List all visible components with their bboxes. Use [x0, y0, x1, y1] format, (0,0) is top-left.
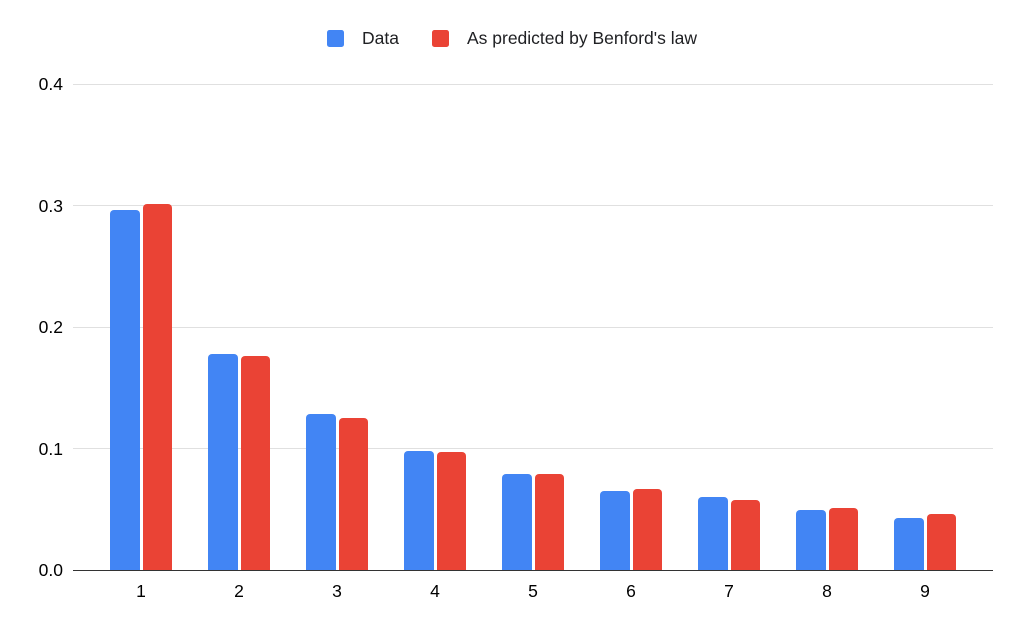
- chart-legend: Data As predicted by Benford's law: [0, 29, 1024, 47]
- bar-data-digit-1[interactable]: [110, 210, 140, 570]
- legend-label-benford-series: As predicted by Benford's law: [466, 28, 697, 48]
- gridline-0.4: [73, 83, 993, 85]
- y-axis-tick-label-0.4: 0.4: [38, 74, 63, 94]
- x-axis-label-2: 2: [234, 581, 244, 601]
- gridline-0.1: [73, 448, 993, 449]
- gridline-0.3: [73, 205, 993, 206]
- x-axis-label-3: 3: [332, 581, 342, 601]
- x-axis-label-8: 8: [822, 581, 832, 601]
- x-axis-label-9: 9: [920, 581, 930, 601]
- legend-swatch-benford-series: [431, 29, 449, 47]
- bar-data-digit-9[interactable]: [894, 517, 924, 570]
- bar-benford-digit-1[interactable]: [142, 204, 172, 570]
- y-axis-tick-label-0.1: 0.1: [38, 438, 63, 459]
- bar-data-digit-8[interactable]: [796, 510, 826, 570]
- x-axis-label-6: 6: [626, 581, 636, 601]
- y-axis-tick-label-0.2: 0.2: [38, 317, 63, 337]
- bar-benford-digit-4[interactable]: [436, 452, 466, 570]
- bar-data-digit-2[interactable]: [208, 353, 238, 570]
- x-axis-label-7: 7: [724, 581, 734, 601]
- bar-benford-digit-2[interactable]: [240, 356, 270, 570]
- legend-label-data-series: Data: [362, 28, 399, 48]
- legend-item-data-series: Data: [327, 29, 399, 47]
- bar-benford-digit-3[interactable]: [338, 418, 368, 570]
- bar-benford-digit-6[interactable]: [632, 488, 662, 570]
- x-axis-label-5: 5: [528, 581, 538, 601]
- bar-data-digit-4[interactable]: [404, 450, 434, 570]
- bar-benford-digit-5[interactable]: [534, 474, 564, 570]
- bar-data-digit-7[interactable]: [698, 497, 728, 570]
- bar-benford-digit-9[interactable]: [926, 514, 956, 570]
- y-axis-tick-label-0.0: 0.0: [38, 560, 63, 580]
- x-axis-line: [73, 569, 993, 571]
- bar-benford-digit-7[interactable]: [730, 499, 760, 570]
- bar-benford-digit-8[interactable]: [828, 508, 858, 570]
- bar-data-digit-5[interactable]: [502, 474, 532, 570]
- y-axis-tick-label-0.3: 0.3: [38, 195, 63, 216]
- legend-swatch-data-series: [327, 29, 345, 47]
- x-axis-label-1: 1: [136, 581, 146, 601]
- bar-data-digit-6[interactable]: [600, 491, 630, 570]
- gridline-0.2: [73, 326, 993, 328]
- legend-item-benford-series: As predicted by Benford's law: [431, 28, 697, 48]
- x-axis-label-4: 4: [430, 581, 440, 601]
- bar-data-digit-3[interactable]: [306, 414, 336, 570]
